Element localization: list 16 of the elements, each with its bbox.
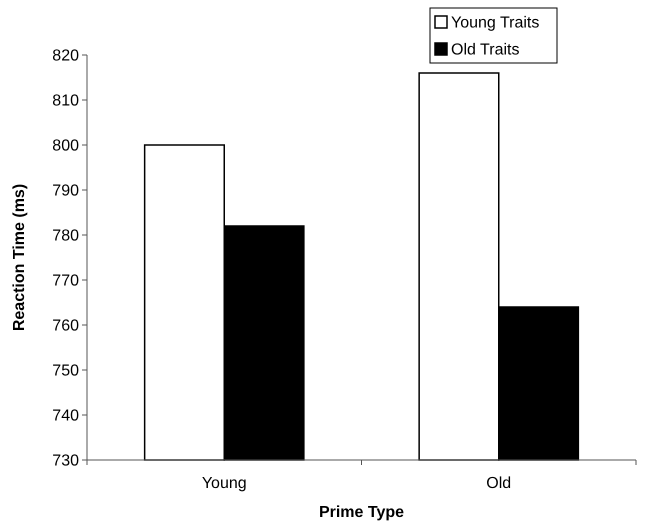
y-tick-label: 820 [52,48,80,65]
y-axis-title: Reaction Time (ms) [11,184,28,332]
y-tick-label: 740 [52,408,80,425]
y-tick-label: 750 [52,362,80,380]
y-tick-label: 770 [52,272,80,290]
x-tick-label: Old [486,475,512,492]
y-tick-label: 800 [52,138,80,155]
y-tick-label: 810 [52,92,80,110]
y-tick-label: 790 [52,182,80,200]
y-tick-label: 730 [52,452,80,470]
y-tick-label: 780 [52,228,80,245]
x-axis-title: Prime Type [318,504,404,521]
y-tick-label: 760 [52,318,80,335]
legend-label: Young Traits [451,14,540,32]
x-tick-label: Young [202,475,247,492]
legend-label: Old Traits [451,42,520,59]
